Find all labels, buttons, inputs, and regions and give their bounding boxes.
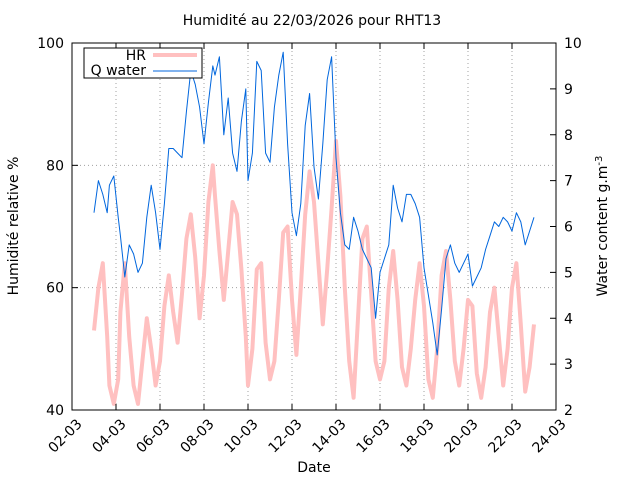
legend-label-q-water: Q water (91, 63, 147, 79)
x-axis-label: Date (297, 460, 330, 476)
y-right-tick-label: 3 (564, 357, 573, 373)
y-right-tick-label: 8 (564, 128, 573, 144)
series-line-q-water (93, 51, 535, 356)
legend: HR Q water (83, 47, 203, 79)
y-right-tick-label: 10 (564, 36, 582, 52)
y-axis-right-label-superscript: -3 (594, 156, 605, 166)
chart-title: Humidité au 22/03/2026 pour RHT13 (183, 13, 441, 29)
y-right-tick-label: 4 (564, 311, 573, 327)
y-axis-right-label: Water content g.m-3 (594, 156, 611, 297)
y-right-tick-label: 9 (564, 82, 573, 98)
series-group (92, 51, 536, 406)
series-line-hr (92, 138, 536, 406)
y-right-tick-label: 6 (564, 220, 573, 236)
y-axis-right-label-text: Water content g.m (595, 166, 611, 297)
y-left-tick-label: 100 (37, 36, 64, 52)
y-right-tick-label: 5 (564, 265, 573, 281)
y-left-tick-label: 40 (46, 403, 64, 419)
y-left-tick-label: 80 (46, 158, 64, 174)
y-axis-left-label: Humidité relative % (6, 157, 22, 296)
y-left-tick-label: 60 (46, 281, 64, 297)
legend-label-hr: HR (126, 48, 147, 64)
y-right-tick-label: 7 (564, 174, 573, 190)
y-right-tick-label: 2 (564, 403, 573, 419)
grid (72, 43, 556, 410)
